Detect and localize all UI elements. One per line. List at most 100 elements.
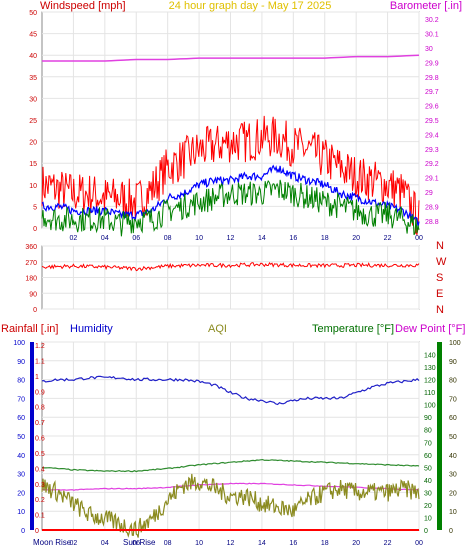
temperature-tick: 70 — [424, 440, 432, 447]
barometer-tick: 30.1 — [425, 32, 439, 39]
wind-x-tick: 06 — [132, 235, 140, 242]
barometer-tick: 29.9 — [425, 60, 439, 67]
climate-series-line-1 — [41, 458, 420, 473]
dir-label-s: S — [436, 272, 443, 284]
climate-x-tick: 22 — [384, 540, 392, 547]
rain-tick: 1 — [35, 374, 39, 381]
rain-tick: 0.7 — [35, 420, 45, 427]
barometer-tick: 29.5 — [425, 118, 439, 125]
aqi-tick: 50 — [449, 434, 457, 441]
climate-series-line-3 — [41, 473, 420, 538]
wind-x-tick: 10 — [195, 235, 203, 242]
dir-label-n-top: N — [436, 240, 444, 252]
aqi-tick: 90 — [449, 359, 457, 366]
wind-left-tick: 20 — [29, 140, 37, 147]
wind-left-tick: 45 — [29, 32, 37, 39]
temperature-tick: 60 — [424, 453, 432, 460]
wind-left-tick: 25 — [29, 118, 37, 125]
wind-left-tick: 10 — [29, 183, 37, 190]
wind-series — [41, 54, 420, 237]
wind-left-tick: 50 — [29, 10, 37, 17]
humidity-tick: 0 — [21, 528, 25, 535]
climate-x-tick: 20 — [352, 540, 360, 547]
aqi-tick: 20 — [449, 490, 457, 497]
temperature-tick: 40 — [424, 478, 432, 485]
aqi-tick: 60 — [449, 415, 457, 422]
barometer-tick: 29.6 — [425, 104, 439, 111]
aqi-axis-label: AQI — [208, 323, 227, 335]
wind-x-tick: 22 — [384, 235, 392, 242]
direction-series — [41, 262, 420, 272]
rainfall-axis-label: Rainfall [.in] — [1, 323, 58, 335]
temperature-tick: 100 — [424, 403, 436, 410]
temperature-tick: 50 — [424, 465, 432, 472]
humidity-tick: 20 — [17, 490, 25, 497]
temperature-tick: 90 — [424, 415, 432, 422]
humidity-tick: 80 — [17, 378, 25, 385]
humidity-tick: 60 — [17, 415, 25, 422]
climate-x-tick: 16 — [289, 540, 297, 547]
barometer-tick: 28.9 — [425, 204, 439, 211]
humidity-tick: 50 — [17, 434, 25, 441]
rain-tick: 0 — [35, 528, 39, 535]
wind-left-tick: 30 — [29, 96, 37, 103]
humidity-tick: 100 — [13, 340, 25, 347]
rain-tick: 0.3 — [35, 482, 45, 489]
wind-series-line-3 — [42, 54, 420, 62]
wind-x-tick: 14 — [258, 235, 266, 242]
rain-tick: 0.4 — [35, 466, 45, 473]
aqi-tick: 30 — [449, 472, 457, 479]
wind-x-tick: 02 — [70, 235, 78, 242]
dir-left-tick: 0 — [33, 307, 37, 314]
rain-tick: 0.5 — [35, 451, 45, 458]
temperature-tick: 10 — [424, 515, 432, 522]
climate-x-tick: 10 — [195, 540, 203, 547]
climate-x-tick: 06 — [132, 540, 140, 547]
wind-left-tick: 5 — [33, 204, 37, 211]
wind-x-tick: 08 — [164, 235, 172, 242]
dir-label-n-bottom: N — [436, 304, 444, 316]
temperature-axis-bar — [437, 342, 442, 530]
barometer-tick: 30 — [425, 46, 433, 53]
rain-tick: 0.1 — [35, 513, 45, 520]
windspeed-axis-label: Windspeed [mph] — [40, 0, 126, 12]
aqi-tick: 10 — [449, 509, 457, 516]
rain-tick: 0.6 — [35, 436, 45, 443]
temperature-tick: 20 — [424, 503, 432, 510]
rain-tick: 1.1 — [35, 358, 45, 365]
humidity-tick: 70 — [17, 396, 25, 403]
aqi-tick: 100 — [449, 340, 461, 347]
dir-left-tick: 90 — [29, 291, 37, 298]
temperature-tick: 130 — [424, 365, 436, 372]
humidity-axis-label: Humidity — [70, 323, 113, 335]
temperature-tick: 0 — [424, 528, 428, 535]
temperature-tick: 80 — [424, 428, 432, 435]
dir-label-e: E — [436, 288, 443, 300]
barometer-tick: 29.7 — [425, 89, 439, 96]
barometer-tick: 29.8 — [425, 75, 439, 82]
temperature-axis-label: Temperature [°F] — [312, 323, 394, 335]
aqi-tick: 40 — [449, 453, 457, 460]
graph-title: 24 hour graph day - May 17 2025 — [169, 0, 332, 12]
climate-series — [41, 375, 420, 538]
humidity-axis-bar — [30, 342, 34, 530]
climate-series-line-0 — [41, 375, 420, 406]
dir-left-tick: 180 — [25, 276, 37, 283]
barometer-tick: 29.4 — [425, 132, 439, 139]
moon-rise-label: Moon Rise — [33, 538, 72, 547]
wind-direction-line — [41, 262, 420, 272]
wind-left-tick: 40 — [29, 53, 37, 60]
barometer-tick: 28.8 — [425, 219, 439, 226]
climate-x-tick: 00 — [415, 540, 423, 547]
wind-series-line-2 — [41, 179, 420, 237]
rain-tick: 0.2 — [35, 497, 45, 504]
wind-left-tick: 0 — [33, 226, 37, 233]
wind-x-tick: 04 — [101, 235, 109, 242]
dir-label-w: W — [436, 256, 447, 268]
climate-x-tick: 12 — [227, 540, 235, 547]
barometer-tick: 29.3 — [425, 147, 439, 154]
wind-left-tick: 15 — [29, 161, 37, 168]
humidity-tick: 90 — [17, 359, 25, 366]
barometer-tick: 30.2 — [425, 17, 439, 24]
